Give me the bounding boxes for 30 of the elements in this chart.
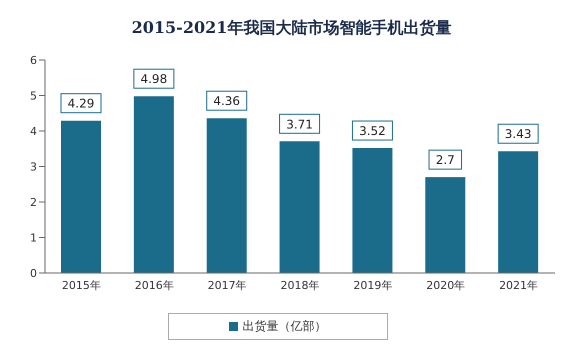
bar [134, 96, 174, 273]
bar [352, 148, 392, 273]
y-tick-label: 0 [30, 266, 37, 280]
x-tick-label: 2016年 [134, 278, 174, 292]
bar [61, 120, 101, 273]
y-tick-label: 2 [30, 196, 37, 209]
y-tick-label: 3 [30, 160, 37, 174]
x-tick-label: 2018年 [280, 278, 320, 292]
x-tick-label: 2015年 [62, 278, 101, 292]
data-label: 4.98 [140, 72, 168, 86]
chart-title: 2015-2021年我国大陆市场智能手机出货量 [130, 18, 452, 39]
x-tick-label: 2019年 [353, 278, 392, 292]
bar [425, 177, 466, 273]
y-tick-label: 1 [30, 231, 37, 244]
y-tick-label: 4 [30, 124, 37, 138]
data-label: 3.71 [286, 117, 313, 132]
data-label: 2.7 [436, 153, 455, 168]
data-label: 4.29 [68, 96, 94, 111]
y-tick-label: 5 [30, 89, 37, 102]
data-label: 4.36 [213, 94, 240, 108]
legend-label: 出货量（亿部） [242, 318, 326, 335]
x-tick-label: 2017年 [208, 278, 247, 292]
x-tick-label: 2020年 [426, 278, 466, 292]
bar [280, 141, 320, 273]
bar [498, 151, 538, 273]
x-tick-label: 2021年 [499, 278, 538, 292]
bar [206, 118, 247, 273]
data-label: 3.52 [359, 124, 386, 138]
data-label: 3.43 [504, 127, 532, 142]
y-tick-label: 6 [30, 54, 37, 67]
